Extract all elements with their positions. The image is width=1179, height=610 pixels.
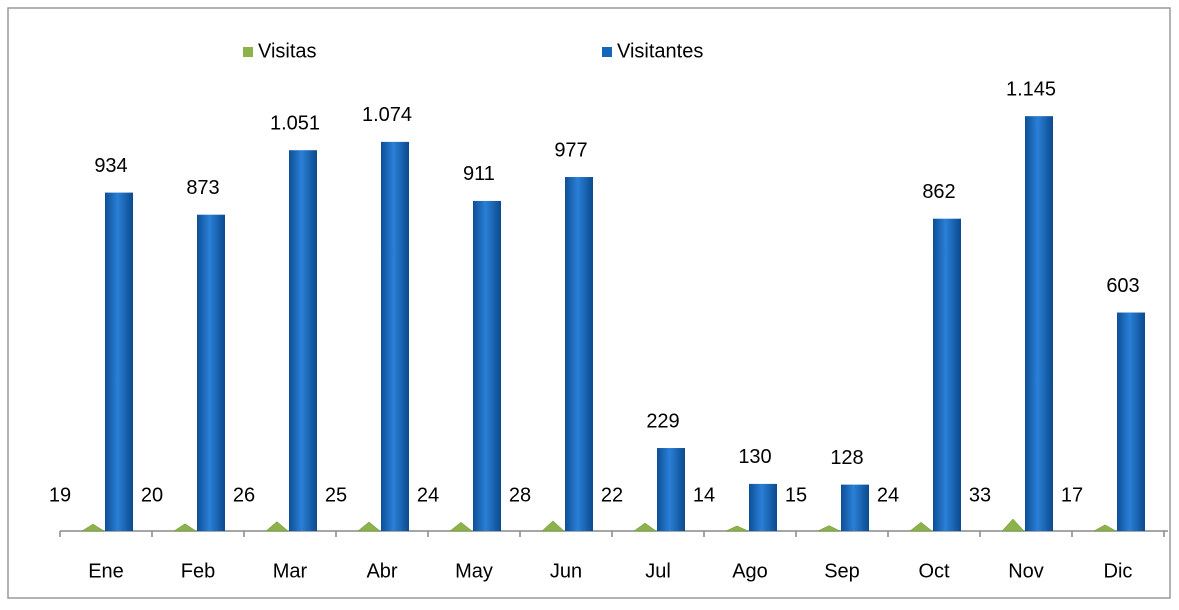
data-label: 19: [49, 484, 71, 506]
x-tick-label: Jun: [550, 560, 582, 582]
data-label: 25: [325, 484, 347, 506]
legend-swatch: [602, 47, 612, 57]
visitas-mark: [173, 523, 197, 532]
data-label: 14: [693, 484, 715, 506]
data-label: 911: [463, 163, 495, 185]
data-label: 1.051: [270, 112, 320, 134]
x-tick-label: Jul: [645, 560, 671, 582]
data-label: 33: [969, 484, 991, 506]
bar: [381, 141, 409, 532]
visitas-mark: [265, 521, 289, 532]
legend-label: Visitantes: [617, 40, 703, 62]
x-tick-label: Ene: [88, 560, 124, 582]
bar: [933, 218, 961, 531]
data-label: 17: [1061, 484, 1083, 506]
data-label: 873: [186, 177, 219, 199]
data-label: 22: [601, 484, 623, 506]
data-label: 130: [738, 446, 771, 468]
bar: [289, 150, 317, 532]
legend-swatch: [243, 47, 253, 57]
data-label: 28: [509, 484, 531, 506]
x-tick-label: May: [455, 560, 493, 582]
data-label: 26: [233, 484, 255, 506]
x-tick-label: Abr: [366, 560, 397, 582]
visitas-mark: [1001, 518, 1025, 532]
visitas-mark: [725, 525, 749, 532]
data-label: 603: [1106, 275, 1139, 297]
x-tick-label: Feb: [181, 560, 215, 582]
visitas-mark: [1093, 524, 1117, 532]
data-label: 24: [877, 484, 899, 506]
data-label: 229: [646, 410, 679, 432]
bar: [1025, 116, 1053, 532]
bar: [473, 200, 501, 532]
x-tick-label: Oct: [918, 560, 950, 582]
bar: [749, 483, 777, 531]
bar: [841, 484, 869, 531]
data-label: 977: [554, 139, 587, 161]
bar: [657, 448, 685, 531]
data-label: 934: [94, 155, 127, 177]
x-tick-label: Sep: [824, 560, 860, 582]
bar: [197, 214, 225, 531]
bar: [105, 192, 133, 531]
data-label: 1.074: [362, 104, 412, 126]
visitas-mark: [817, 525, 841, 532]
data-label: 128: [830, 447, 863, 469]
x-tick-label: Ago: [732, 560, 768, 582]
data-label: 24: [417, 484, 439, 506]
data-label: 15: [785, 484, 807, 506]
visitas-mark: [909, 521, 933, 532]
visitas-mark: [81, 523, 105, 532]
bar: [565, 177, 593, 531]
x-tick-label: Nov: [1008, 560, 1044, 582]
x-tick-label: Mar: [273, 560, 308, 582]
legend-label: Visitas: [258, 40, 317, 62]
visitas-mark: [357, 521, 381, 532]
bar: [1117, 312, 1145, 531]
visitas-mark: [449, 521, 473, 532]
visitas-mark: [541, 520, 565, 532]
data-label: 862: [922, 181, 955, 203]
data-label: 1.145: [1006, 78, 1056, 100]
visitas-mark: [633, 522, 657, 532]
data-label: 20: [141, 484, 163, 506]
x-tick-label: Dic: [1104, 560, 1133, 582]
